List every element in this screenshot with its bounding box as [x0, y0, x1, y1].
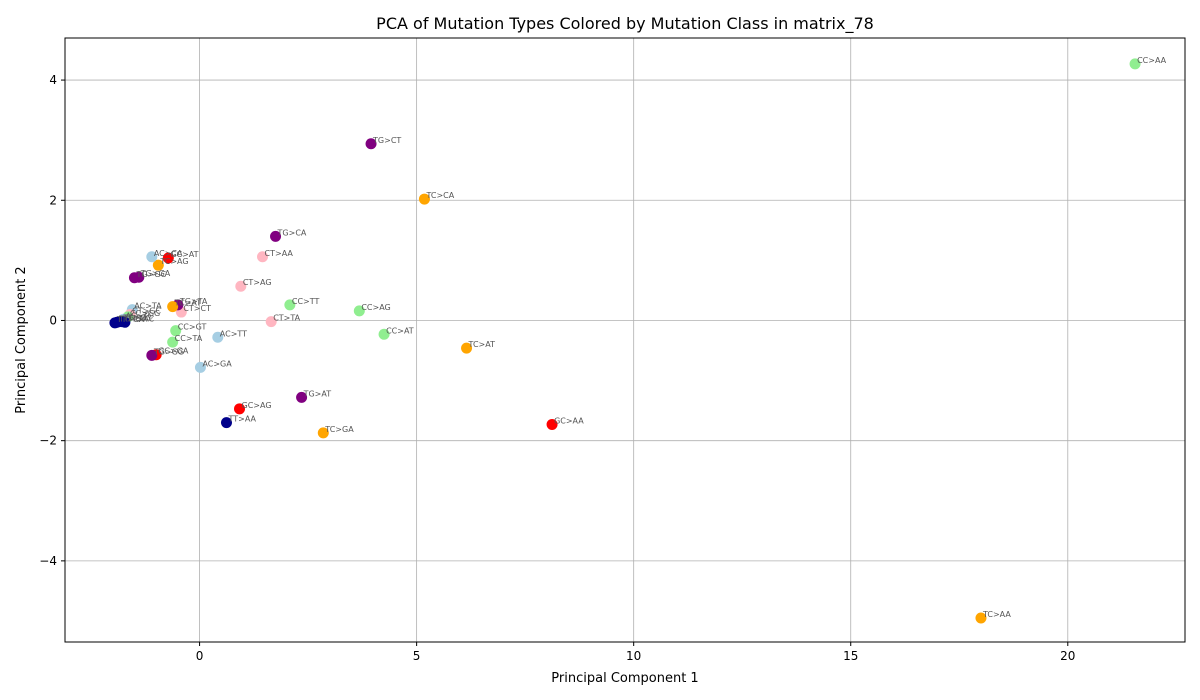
point-label: CT>TA	[273, 314, 300, 323]
data-point	[170, 325, 182, 337]
point-label: GC>AA	[554, 416, 584, 425]
data-point	[461, 342, 473, 354]
point-label: TC>AT	[468, 340, 496, 349]
point-label: AC>TC	[126, 311, 154, 320]
point-label: TC>AG	[159, 257, 188, 266]
axis-ticks: 0 5 10 15 20 −4 −2 0 2 4	[39, 73, 1075, 663]
point-labels: CC>AA TC>AA GC>AA TC>AT TC>CA CC>AT TG>CT CC>AG…	[116, 56, 1167, 619]
point-label: AC>CA	[154, 249, 183, 258]
point-label: TC>GA	[324, 425, 354, 434]
x-axis-label: Principal Component 1	[551, 671, 698, 686]
x-tick-label: 0	[196, 649, 204, 663]
y-tick-label: −2	[39, 434, 57, 448]
point-label: CT>AA	[265, 249, 294, 258]
point-label: CT>AG	[243, 278, 272, 287]
data-point	[234, 403, 246, 415]
plot-frame	[64, 37, 1186, 643]
point-label: TT>AA	[227, 415, 256, 424]
data-point	[378, 328, 390, 340]
data-point	[365, 138, 377, 150]
point-label: TG>AT	[303, 389, 332, 398]
point-label: TC>AA	[982, 610, 1011, 619]
point-label: CC>GG	[130, 309, 160, 318]
point-label: CC>TA	[175, 334, 203, 343]
data-point	[317, 427, 329, 439]
data-point	[284, 299, 296, 311]
point-label: GC>AG	[242, 401, 272, 410]
data-point	[162, 252, 174, 264]
point-label: TG>CA	[277, 228, 307, 237]
data-point	[1129, 58, 1141, 70]
data-point	[167, 336, 179, 348]
point-label: TT>AC	[126, 314, 155, 323]
data-point	[152, 259, 164, 271]
data-point	[220, 417, 232, 429]
point-label: CT>CT	[183, 304, 211, 313]
y-axis-label: Principal Component 2	[14, 266, 29, 413]
point-label: TG>CT	[372, 136, 401, 145]
data-point	[975, 612, 987, 624]
x-tick-label: 10	[626, 649, 641, 663]
x-tick-label: 15	[843, 649, 858, 663]
data-point	[265, 316, 277, 328]
point-label: TG>GA	[140, 269, 171, 278]
y-tick-label: 0	[49, 313, 57, 327]
point-label: TT>GA	[118, 314, 148, 323]
point-label: CC>GT	[178, 323, 207, 332]
data-points	[109, 58, 1141, 624]
point-label: TC>AT	[174, 299, 202, 308]
data-point	[167, 301, 179, 313]
point-label: AC>TA	[134, 302, 162, 311]
point-label: CC>AA	[1137, 56, 1167, 65]
data-point	[257, 251, 269, 263]
point-label: AC>TT	[220, 329, 247, 338]
point-label: CC>TT	[292, 297, 320, 306]
data-point	[296, 391, 308, 403]
point-label: CC>AT	[386, 326, 414, 335]
point-label: TT>GC	[122, 314, 152, 323]
point-label: TC>CA	[425, 191, 454, 200]
data-point	[235, 280, 247, 292]
point-label: CC>AG	[361, 303, 390, 312]
point-label: TG>GC	[135, 270, 166, 279]
grid	[65, 38, 1185, 642]
y-tick-label: 4	[49, 73, 57, 87]
data-point	[212, 331, 224, 343]
data-point	[270, 230, 282, 242]
data-point	[353, 305, 365, 317]
point-label: AC>GA	[202, 359, 232, 368]
data-point	[146, 251, 158, 263]
y-tick-label: −4	[39, 554, 57, 568]
point-label: GC>AT	[170, 250, 198, 259]
data-point	[146, 349, 158, 361]
point-label: TG>TA	[179, 297, 208, 306]
data-point	[128, 272, 140, 284]
data-point	[546, 418, 558, 430]
x-tick-label: 5	[413, 649, 421, 663]
data-point	[194, 361, 206, 373]
point-label: CT>GC	[132, 306, 161, 315]
point-label: TT>CA	[116, 315, 145, 324]
point-label: GC>GA	[158, 347, 189, 356]
data-point	[109, 317, 121, 329]
point-label: TG>GG	[153, 347, 184, 356]
x-tick-label: 20	[1060, 649, 1075, 663]
chart-title: PCA of Mutation Types Colored by Mutatio…	[376, 14, 874, 34]
data-point	[418, 193, 430, 205]
y-tick-label: 2	[49, 193, 57, 207]
